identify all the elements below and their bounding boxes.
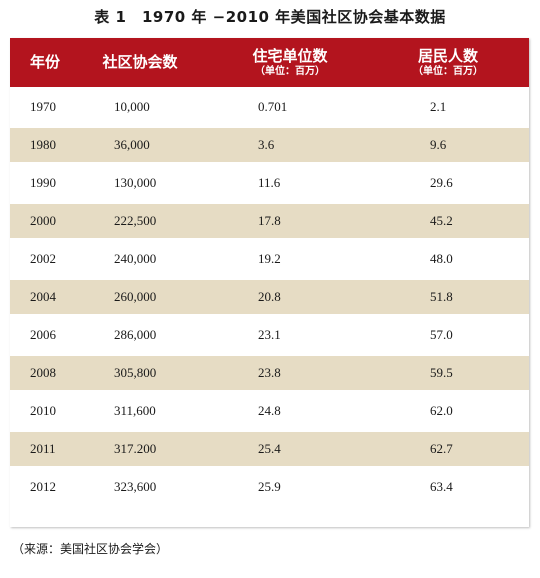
cell-associations: 311,600 — [114, 403, 156, 418]
cell-associations: 286,000 — [114, 327, 157, 342]
cell-residents: 45.2 — [430, 213, 453, 228]
header-housing-label: 住宅单位数 — [252, 46, 328, 65]
cell-associations: 317.200 — [114, 441, 157, 456]
cell-associations: 36,000 — [114, 137, 150, 152]
table-row: 1970 10,000 0.701 2.1 — [10, 90, 529, 124]
header-residents-label: 居民人数 — [417, 46, 478, 65]
cell-housing: 25.4 — [258, 441, 281, 456]
table-row: 2012 323,600 25.9 63.4 — [10, 470, 529, 504]
cell-year: 2012 — [30, 479, 56, 494]
cell-associations: 10,000 — [114, 99, 150, 114]
cell-associations: 240,000 — [114, 251, 157, 266]
cell-residents: 29.6 — [430, 175, 453, 190]
table-row: 2010 311,600 24.8 62.0 — [10, 394, 529, 428]
cell-housing: 25.9 — [258, 479, 281, 494]
header-housing-unit: （单位：百万） — [255, 65, 325, 77]
cell-residents: 9.6 — [430, 137, 447, 152]
cell-year: 2004 — [30, 289, 56, 304]
table-row: 2002 240,000 19.2 48.0 — [10, 242, 529, 276]
table-body: 1970 10,000 0.701 2.1 1980 36,000 3.6 9.… — [10, 90, 529, 508]
cell-residents: 2.1 — [430, 99, 447, 114]
cell-year: 2006 — [30, 327, 56, 342]
table-row: 1980 36,000 3.6 9.6 — [10, 128, 529, 162]
cell-housing: 3.6 — [258, 137, 275, 152]
cell-residents: 59.5 — [430, 365, 453, 380]
table-title: 表 1 1970 年 −2010 年美国社区协会基本数据 — [94, 8, 446, 26]
table-row: 1990 130,000 11.6 29.6 — [10, 166, 529, 200]
cell-associations: 222,500 — [114, 213, 157, 228]
cell-residents: 62.7 — [430, 441, 453, 456]
cell-year: 1970 — [30, 99, 56, 114]
cell-year: 1980 — [30, 137, 56, 152]
header-residents-unit: （单位：百万） — [413, 65, 483, 77]
cell-year: 2002 — [30, 251, 56, 266]
cell-residents: 57.0 — [430, 327, 453, 342]
cell-year: 1990 — [30, 175, 56, 190]
cell-residents: 63.4 — [430, 479, 453, 494]
cell-residents: 51.8 — [430, 289, 453, 304]
cell-housing: 24.8 — [258, 403, 281, 418]
header-year: 年份 — [10, 38, 80, 87]
cell-year: 2011 — [30, 441, 56, 456]
data-table: 年份 社区协会数 住宅单位数 （单位：百万） 居民人数 （单位：百万） 1970… — [10, 38, 529, 527]
table-row: 2006 286,000 23.1 57.0 — [10, 318, 529, 352]
header-associations: 社区协会数 — [80, 38, 200, 87]
cell-housing: 23.8 — [258, 365, 281, 380]
table-row: 2004 260,000 20.8 51.8 — [10, 280, 529, 314]
cell-associations: 130,000 — [114, 175, 157, 190]
cell-housing: 11.6 — [258, 175, 281, 190]
header-housing: 住宅单位数 （单位：百万） — [220, 38, 360, 87]
cell-residents: 62.0 — [430, 403, 453, 418]
source-note: （来源：美国社区协会学会） — [12, 542, 169, 556]
cell-housing: 17.8 — [258, 213, 281, 228]
table-row: 2000 222,500 17.8 45.2 — [10, 204, 529, 238]
cell-associations: 323,600 — [114, 479, 157, 494]
cell-housing: 0.701 — [258, 99, 288, 114]
cell-residents: 48.0 — [430, 251, 453, 266]
cell-year: 2008 — [30, 365, 56, 380]
table-row: 2008 305,800 23.8 59.5 — [10, 356, 529, 390]
cell-year: 2000 — [30, 213, 56, 228]
header-residents: 居民人数 （单位：百万） — [378, 38, 518, 87]
header-year-label: 年份 — [29, 53, 60, 71]
cell-housing: 19.2 — [258, 251, 281, 266]
table-header: 年份 社区协会数 住宅单位数 （单位：百万） 居民人数 （单位：百万） — [10, 38, 529, 87]
cell-housing: 23.1 — [258, 327, 281, 342]
cell-housing: 20.8 — [258, 289, 281, 304]
header-associations-label: 社区协会数 — [102, 53, 178, 71]
cell-associations: 260,000 — [114, 289, 157, 304]
cell-associations: 305,800 — [114, 365, 157, 380]
cell-year: 2010 — [30, 403, 56, 418]
table-row: 2011 317.200 25.4 62.7 — [10, 432, 529, 466]
